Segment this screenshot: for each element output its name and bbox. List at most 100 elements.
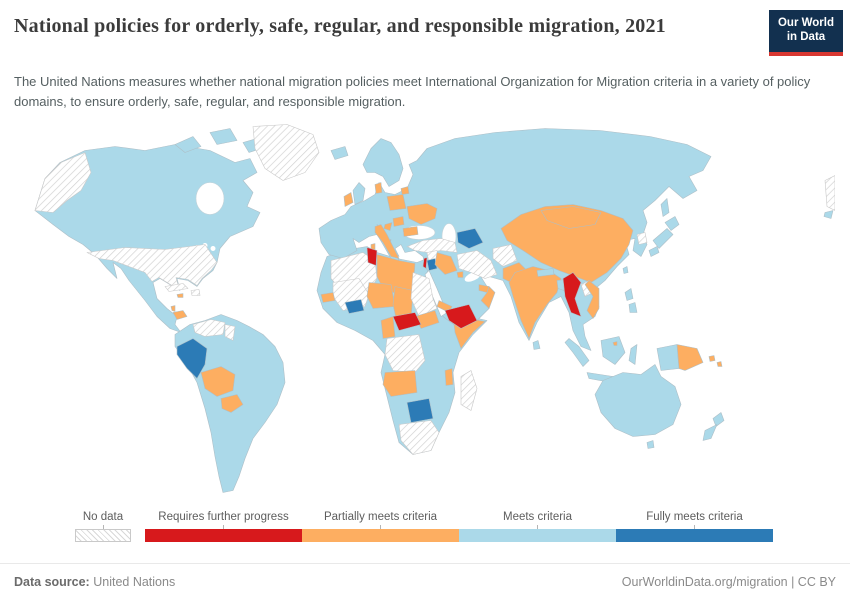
- country-guyana[interactable]: [224, 324, 236, 341]
- legend-no-data-label: No data: [82, 511, 124, 523]
- country-sakhalin[interactable]: [660, 198, 670, 217]
- country-lithuania[interactable]: [400, 186, 410, 195]
- country-mongolia[interactable]: [540, 206, 602, 229]
- legend-swatch-red[interactable]: [145, 529, 302, 542]
- country-solomon-islands[interactable]: [708, 355, 716, 362]
- country-malawi[interactable]: [444, 368, 454, 386]
- legend-meets[interactable]: Meets criteria: [459, 511, 616, 542]
- country-cuba[interactable]: [164, 283, 189, 292]
- country-angola[interactable]: [382, 370, 418, 397]
- country-myanmar[interactable]: [562, 272, 582, 317]
- country-madagascar[interactable]: [460, 370, 478, 411]
- arctic-island[interactable]: [209, 128, 238, 145]
- country-yemen[interactable]: [444, 304, 478, 329]
- country-cameroon[interactable]: [380, 316, 396, 339]
- country-ireland[interactable]: [343, 192, 354, 207]
- country-paraguay[interactable]: [220, 394, 244, 413]
- owid-logo-accent-bar: [769, 52, 843, 56]
- legend-requires-further-progress[interactable]: Requires further progress: [145, 511, 302, 542]
- chart-subtitle: The United Nations measures whether nati…: [14, 74, 811, 109]
- legend-no-data-swatch[interactable]: [75, 529, 131, 542]
- chart-footer: Data source: United Nations OurWorldinDa…: [0, 563, 850, 600]
- country-jordan[interactable]: [426, 258, 438, 271]
- country-hungary[interactable]: [392, 216, 405, 227]
- country-new-zealand-north[interactable]: [712, 412, 725, 427]
- country-afghanistan[interactable]: [492, 244, 518, 267]
- country-dr-congo[interactable]: [384, 334, 426, 373]
- country-tunisia[interactable]: [366, 247, 378, 266]
- legend-swatch-darkblue[interactable]: [616, 529, 773, 542]
- country-iran[interactable]: [456, 250, 498, 279]
- country-brunei[interactable]: [612, 341, 618, 346]
- country-united-states[interactable]: [86, 244, 218, 289]
- country-west-papua[interactable]: [656, 344, 680, 371]
- country-australia[interactable]: [594, 364, 682, 437]
- country-alaska-wrapped[interactable]: [824, 175, 836, 211]
- legend-no-data[interactable]: No data: [75, 511, 131, 542]
- country-burkina-faso[interactable]: [344, 299, 365, 314]
- country-central-african-republic[interactable]: [392, 312, 422, 331]
- country-croatia[interactable]: [383, 222, 393, 231]
- country-italy[interactable]: [374, 224, 400, 259]
- country-peru[interactable]: [176, 338, 208, 379]
- footer-link[interactable]: OurWorldinData.org/migration | CC BY: [621, 575, 836, 589]
- country-tasmania[interactable]: [646, 440, 655, 449]
- page-title: National policies for orderly, safe, reg…: [14, 15, 666, 37]
- country-iraq[interactable]: [434, 252, 458, 275]
- country-china[interactable]: [500, 204, 634, 283]
- country-belize[interactable]: [170, 305, 176, 312]
- country-japan-kyushu[interactable]: [648, 246, 660, 257]
- country-greenland[interactable]: [252, 124, 320, 181]
- country-south-africa[interactable]: [398, 420, 440, 455]
- country-turkey[interactable]: [406, 238, 458, 253]
- country-senegal[interactable]: [320, 292, 336, 303]
- country-japan-hokkaido[interactable]: [664, 216, 680, 231]
- country-honduras[interactable]: [172, 310, 188, 320]
- country-denmark[interactable]: [374, 182, 383, 194]
- legend-partially-meets[interactable]: Partially meets criteria: [302, 511, 459, 542]
- country-nepal[interactable]: [536, 268, 555, 277]
- country-bulgaria[interactable]: [402, 226, 419, 237]
- country-chukotka-wrapped[interactable]: [823, 210, 834, 219]
- legend-swatch-orange[interactable]: [302, 529, 459, 542]
- country-japan-honshu[interactable]: [652, 228, 674, 249]
- country-poland[interactable]: [386, 194, 407, 211]
- country-solomon-islands[interactable]: [716, 361, 723, 367]
- country-papua-new-guinea[interactable]: [676, 344, 704, 371]
- scandinavia-landmass[interactable]: [362, 138, 404, 187]
- country-taiwan[interactable]: [622, 266, 629, 274]
- country-united-kingdom[interactable]: [352, 182, 366, 205]
- country-sri-lanka[interactable]: [532, 340, 541, 350]
- country-jamaica[interactable]: [176, 293, 184, 298]
- country-venezuela[interactable]: [192, 319, 226, 337]
- country-turkmenistan[interactable]: [456, 228, 484, 249]
- country-borneo[interactable]: [600, 336, 626, 365]
- owid-logo[interactable]: Our World in Data: [769, 10, 843, 56]
- country-ukraine[interactable]: [406, 203, 438, 225]
- country-sulawesi[interactable]: [628, 344, 638, 365]
- country-niger[interactable]: [366, 282, 396, 309]
- country-new-zealand-south[interactable]: [702, 424, 718, 441]
- country-israel[interactable]: [422, 257, 428, 269]
- country-sumatra[interactable]: [564, 338, 590, 367]
- country-vietnam[interactable]: [584, 280, 600, 319]
- country-alaska[interactable]: [34, 152, 92, 213]
- country-bangladesh[interactable]: [556, 279, 566, 291]
- country-iceland[interactable]: [330, 146, 349, 160]
- data-source-label: Data source:: [14, 575, 90, 589]
- country-philippines-mindanao[interactable]: [628, 302, 638, 313]
- world-map: [25, 118, 836, 508]
- country-oman[interactable]: [480, 286, 496, 309]
- country-bolivia[interactable]: [200, 366, 236, 397]
- country-north-korea[interactable]: [636, 232, 648, 245]
- legend-tick: [537, 525, 538, 529]
- country-sudan[interactable]: [410, 272, 438, 317]
- country-philippines-luzon[interactable]: [624, 288, 634, 301]
- country-kuwait[interactable]: [456, 271, 464, 278]
- country-hispaniola[interactable]: [190, 289, 201, 296]
- legend-fully-meets[interactable]: Fully meets criteria: [616, 511, 773, 542]
- arctic-island[interactable]: [174, 136, 202, 153]
- legend-swatch-lightblue[interactable]: [459, 529, 616, 542]
- country-botswana[interactable]: [406, 398, 434, 423]
- legend-tick: [694, 525, 695, 529]
